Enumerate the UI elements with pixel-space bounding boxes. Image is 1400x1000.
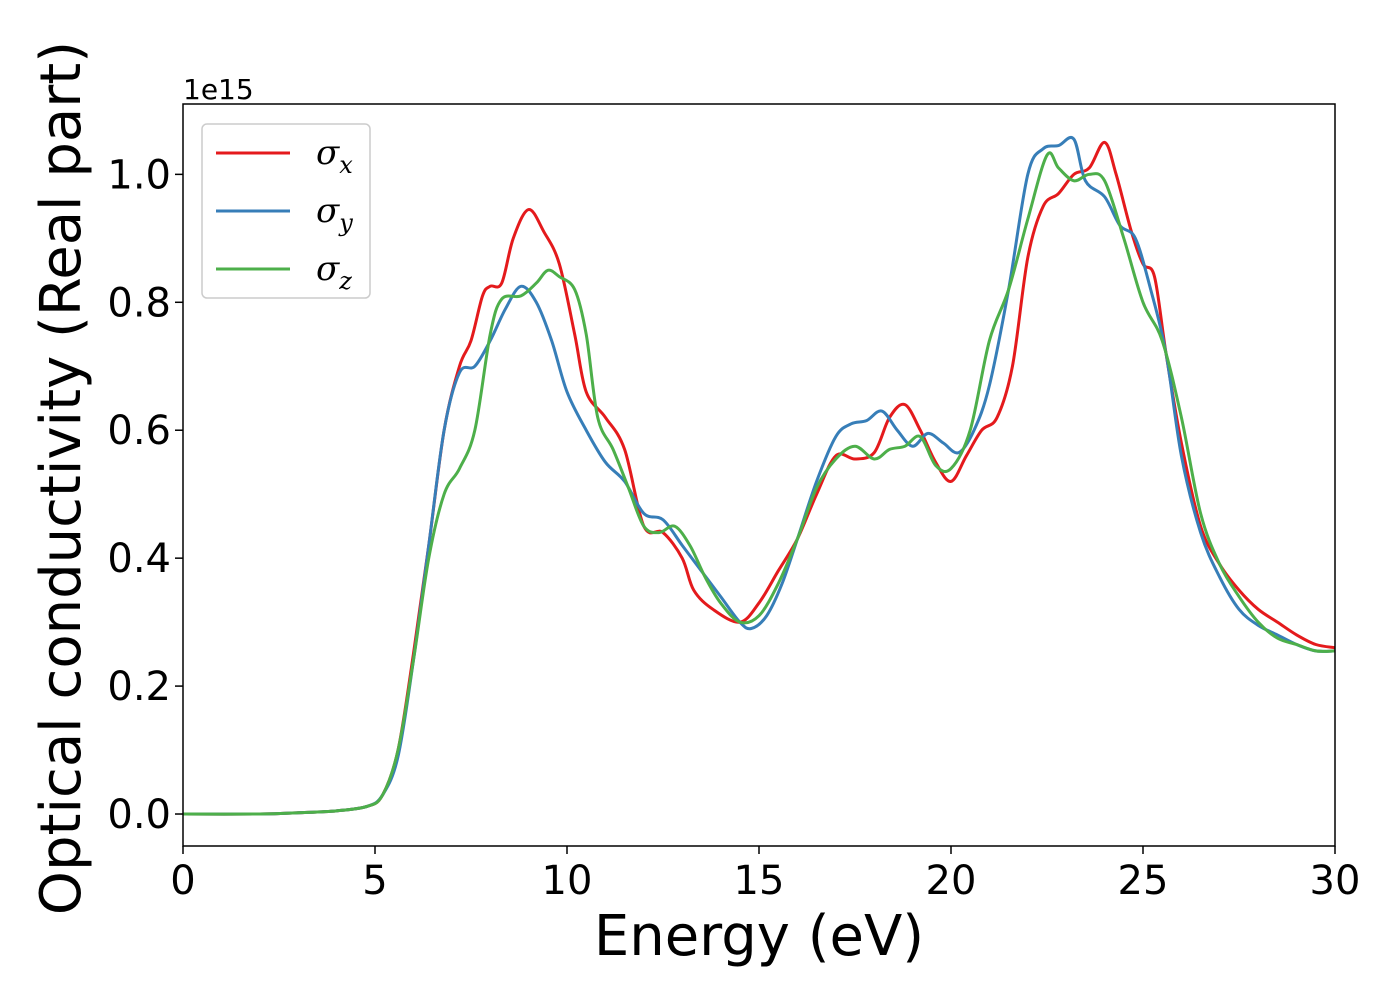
x-tick-label: 0 bbox=[170, 858, 195, 904]
y-tick-label: 0.2 bbox=[107, 664, 171, 710]
series-line-sigma-x bbox=[183, 140, 1335, 816]
legend-label-sigma-y: σy bbox=[316, 191, 353, 237]
y-tick-label: 0.8 bbox=[107, 280, 171, 326]
y-tick-label: 1.0 bbox=[107, 152, 171, 198]
x-tick-label: 30 bbox=[1310, 858, 1361, 904]
x-tick-label: 15 bbox=[734, 858, 785, 904]
x-axis: 0 5 10 15 20 25 30 bbox=[170, 846, 1360, 904]
x-tick-label: 25 bbox=[1118, 858, 1169, 904]
y-tick-label: 0.0 bbox=[107, 792, 171, 838]
x-axis-title: Energy (eV) bbox=[594, 904, 924, 969]
x-tick-label: 10 bbox=[542, 858, 593, 904]
y-axis: 0.0 0.2 0.4 0.6 0.8 1.0 bbox=[107, 152, 183, 838]
legend: σx σy σz bbox=[201, 123, 371, 299]
y-offset-label: 1e15 bbox=[183, 73, 254, 106]
y-axis-title: Optical conductivity (Real part) bbox=[29, 41, 94, 915]
y-tick-label: 0.4 bbox=[107, 536, 171, 582]
x-tick-label: 5 bbox=[362, 858, 387, 904]
legend-label-sigma-z: σz bbox=[316, 249, 352, 295]
legend-label-sigma-x: σx bbox=[316, 133, 353, 179]
series-line-sigma-z bbox=[183, 151, 1335, 816]
series-line-sigma-y bbox=[183, 135, 1335, 816]
series-layer bbox=[183, 135, 1335, 816]
y-tick-label: 0.6 bbox=[107, 408, 171, 454]
x-tick-label: 20 bbox=[926, 858, 977, 904]
